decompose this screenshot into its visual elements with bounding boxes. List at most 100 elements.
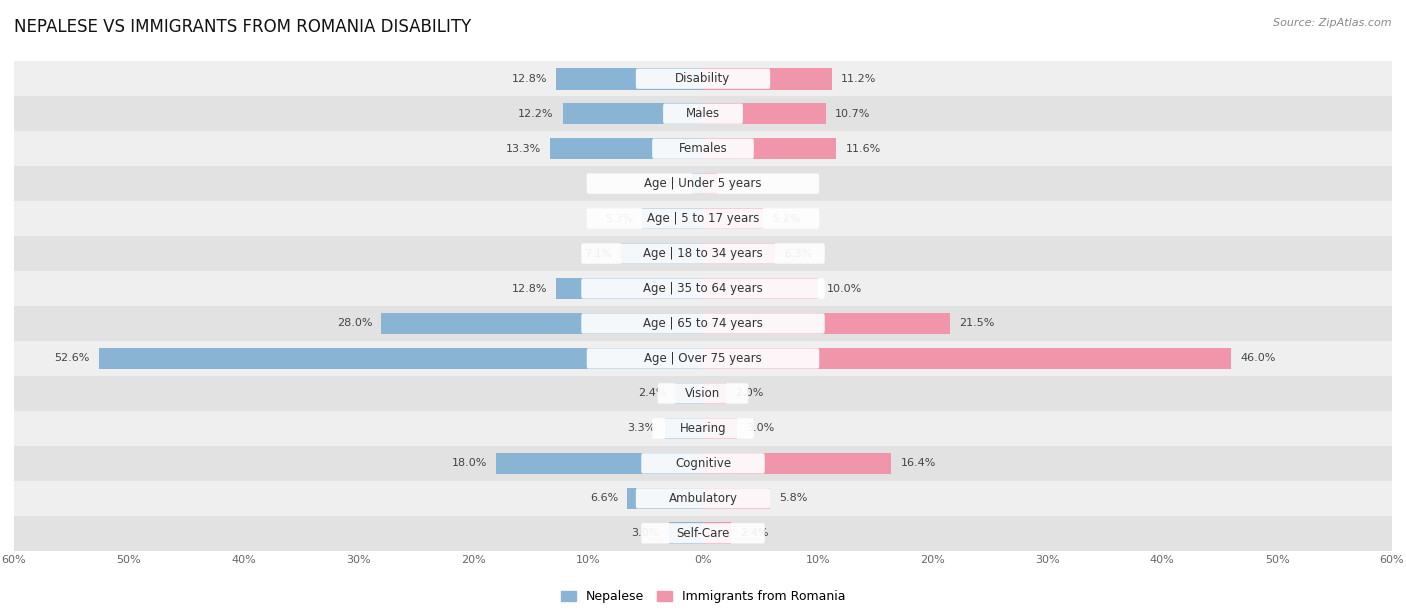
FancyBboxPatch shape bbox=[581, 244, 825, 264]
Bar bbox=[703, 103, 825, 124]
Bar bbox=[703, 488, 769, 509]
Bar bbox=[14, 201, 1392, 236]
Bar bbox=[621, 243, 703, 264]
Text: Males: Males bbox=[686, 107, 720, 120]
Text: Age | 5 to 17 years: Age | 5 to 17 years bbox=[647, 212, 759, 225]
Text: 12.8%: 12.8% bbox=[512, 73, 547, 84]
Bar bbox=[550, 138, 703, 160]
FancyBboxPatch shape bbox=[652, 418, 754, 439]
Bar bbox=[14, 306, 1392, 341]
Text: Age | 65 to 74 years: Age | 65 to 74 years bbox=[643, 317, 763, 330]
Bar bbox=[381, 313, 703, 334]
FancyBboxPatch shape bbox=[636, 488, 770, 509]
Bar bbox=[14, 61, 1392, 96]
Bar bbox=[14, 341, 1392, 376]
Bar bbox=[665, 417, 703, 439]
Text: 1.2%: 1.2% bbox=[725, 179, 755, 188]
Bar bbox=[703, 173, 717, 195]
Text: Hearing: Hearing bbox=[679, 422, 727, 435]
Text: Females: Females bbox=[679, 142, 727, 155]
Bar bbox=[703, 452, 891, 474]
FancyBboxPatch shape bbox=[581, 278, 825, 299]
Text: 10.7%: 10.7% bbox=[835, 109, 870, 119]
FancyBboxPatch shape bbox=[586, 173, 820, 194]
Text: Ambulatory: Ambulatory bbox=[668, 492, 738, 505]
Text: 5.8%: 5.8% bbox=[779, 493, 807, 503]
Bar bbox=[496, 452, 703, 474]
Text: Age | 18 to 34 years: Age | 18 to 34 years bbox=[643, 247, 763, 260]
Bar bbox=[643, 207, 703, 230]
Text: 6.3%: 6.3% bbox=[785, 248, 813, 258]
Text: Cognitive: Cognitive bbox=[675, 457, 731, 470]
Legend: Nepalese, Immigrants from Romania: Nepalese, Immigrants from Romania bbox=[555, 585, 851, 608]
FancyBboxPatch shape bbox=[636, 69, 770, 89]
Text: NEPALESE VS IMMIGRANTS FROM ROMANIA DISABILITY: NEPALESE VS IMMIGRANTS FROM ROMANIA DISA… bbox=[14, 18, 471, 36]
FancyBboxPatch shape bbox=[664, 103, 742, 124]
Text: 7.1%: 7.1% bbox=[583, 248, 612, 258]
FancyBboxPatch shape bbox=[652, 138, 754, 159]
Text: 16.4%: 16.4% bbox=[900, 458, 936, 468]
Text: 3.3%: 3.3% bbox=[627, 424, 657, 433]
Bar bbox=[562, 103, 703, 124]
Bar bbox=[703, 243, 775, 264]
Bar bbox=[703, 382, 725, 405]
Text: 2.0%: 2.0% bbox=[735, 389, 763, 398]
Bar bbox=[703, 348, 1232, 369]
Bar bbox=[555, 278, 703, 299]
Text: Disability: Disability bbox=[675, 72, 731, 85]
FancyBboxPatch shape bbox=[586, 348, 820, 368]
Text: 2.4%: 2.4% bbox=[740, 528, 768, 539]
Bar bbox=[14, 236, 1392, 271]
FancyBboxPatch shape bbox=[581, 313, 825, 334]
Text: 3.0%: 3.0% bbox=[631, 528, 659, 539]
Text: 5.3%: 5.3% bbox=[605, 214, 633, 223]
Text: 0.97%: 0.97% bbox=[647, 179, 683, 188]
Text: 52.6%: 52.6% bbox=[55, 354, 90, 364]
Bar bbox=[14, 376, 1392, 411]
Text: 28.0%: 28.0% bbox=[337, 318, 373, 329]
Bar bbox=[14, 131, 1392, 166]
Text: 18.0%: 18.0% bbox=[451, 458, 486, 468]
Text: 46.0%: 46.0% bbox=[1240, 354, 1275, 364]
Text: 2.4%: 2.4% bbox=[638, 389, 666, 398]
Text: 3.0%: 3.0% bbox=[747, 424, 775, 433]
FancyBboxPatch shape bbox=[641, 523, 765, 543]
Bar bbox=[14, 446, 1392, 481]
Text: 12.2%: 12.2% bbox=[519, 109, 554, 119]
Text: 6.6%: 6.6% bbox=[589, 493, 619, 503]
Text: Source: ZipAtlas.com: Source: ZipAtlas.com bbox=[1274, 18, 1392, 28]
Bar bbox=[14, 96, 1392, 131]
Text: 11.2%: 11.2% bbox=[841, 73, 876, 84]
Text: Vision: Vision bbox=[685, 387, 721, 400]
FancyBboxPatch shape bbox=[641, 453, 765, 474]
Bar bbox=[703, 523, 731, 544]
Bar bbox=[98, 348, 703, 369]
Text: 10.0%: 10.0% bbox=[827, 283, 862, 294]
FancyBboxPatch shape bbox=[586, 209, 820, 229]
Text: Age | 35 to 64 years: Age | 35 to 64 years bbox=[643, 282, 763, 295]
Text: Self-Care: Self-Care bbox=[676, 527, 730, 540]
Bar bbox=[14, 516, 1392, 551]
Bar bbox=[14, 481, 1392, 516]
Text: 21.5%: 21.5% bbox=[959, 318, 994, 329]
Bar bbox=[675, 382, 703, 405]
Text: Age | Under 5 years: Age | Under 5 years bbox=[644, 177, 762, 190]
Bar bbox=[627, 488, 703, 509]
Bar bbox=[703, 138, 837, 160]
Bar bbox=[555, 68, 703, 89]
Text: 13.3%: 13.3% bbox=[506, 144, 541, 154]
FancyBboxPatch shape bbox=[658, 383, 748, 403]
Bar bbox=[14, 411, 1392, 446]
Bar bbox=[703, 207, 762, 230]
Bar bbox=[703, 68, 831, 89]
Bar bbox=[703, 278, 818, 299]
Bar bbox=[14, 271, 1392, 306]
Bar bbox=[703, 417, 738, 439]
Bar bbox=[703, 313, 950, 334]
Text: Age | Over 75 years: Age | Over 75 years bbox=[644, 352, 762, 365]
Text: 5.2%: 5.2% bbox=[772, 214, 800, 223]
Bar bbox=[14, 166, 1392, 201]
Bar bbox=[692, 173, 703, 195]
Bar bbox=[669, 523, 703, 544]
Text: 12.8%: 12.8% bbox=[512, 283, 547, 294]
